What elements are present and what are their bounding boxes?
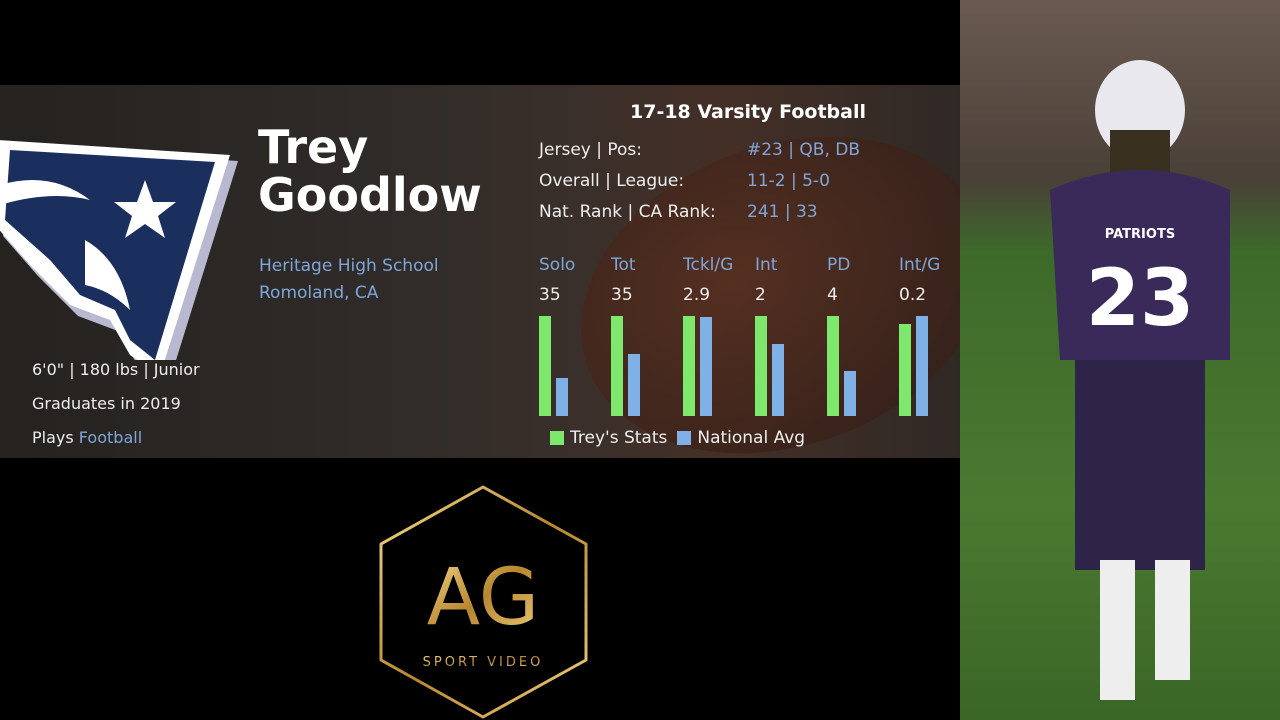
row-label: Overall | League: (539, 171, 685, 191)
category-label: Int (755, 255, 778, 275)
graduation: Graduates in 2019 (32, 394, 181, 413)
category-label: Int/G (899, 255, 941, 275)
national-avg-bar (772, 344, 784, 416)
player-stat-bar (539, 316, 551, 416)
national-avg-bar (628, 354, 640, 416)
player-card: 6'0" | 180 lbs | Junior Graduates in 201… (0, 85, 960, 458)
row-label: Nat. Rank | CA Rank: (539, 202, 716, 222)
row-value[interactable]: 241 | 33 (747, 202, 818, 222)
school-link[interactable]: Heritage High School (259, 256, 439, 276)
player-stat-bar (683, 316, 695, 416)
player-figure: PATRIOTS 23 (1050, 60, 1230, 700)
row-label: Jersey | Pos: (539, 140, 643, 160)
plays-sport: Plays Football (32, 428, 143, 447)
svg-text:SPORT VIDEO: SPORT VIDEO (423, 655, 544, 670)
player-stat-bar (755, 316, 767, 416)
player-name: Trey Goodlow (258, 120, 482, 222)
svg-text:PATRIOTS: PATRIOTS (1105, 227, 1175, 242)
value-label: 0.2 (899, 285, 927, 305)
row-value[interactable]: 11-2 | 5-0 (747, 171, 830, 191)
value-label: 2.9 (683, 285, 711, 305)
player-stat-bar (611, 316, 623, 416)
value-label: 4 (827, 285, 838, 305)
category-label: PD (827, 255, 851, 275)
category-label: Solo (539, 255, 576, 275)
player-stat-bar (899, 324, 911, 416)
patriots-logo (0, 140, 238, 360)
national-avg-bar (556, 378, 568, 416)
player-photo: PATRIOTS 23 (960, 0, 1280, 720)
svg-text:23: 23 (1086, 254, 1195, 344)
season-title: 17-18 Varsity Football (630, 101, 866, 123)
category-label: Tot (611, 255, 636, 275)
player-stat-bar (827, 316, 839, 416)
chart-legend: Trey's Stats National Avg (550, 428, 805, 448)
value-label: 35 (611, 285, 633, 305)
value-label: 35 (539, 285, 561, 305)
ag-sport-video-logo: AG SPORT VIDEO (379, 485, 588, 719)
measurements: 6'0" | 180 lbs | Junior (32, 360, 200, 379)
school-info: Heritage High School Romoland, CA (259, 253, 439, 307)
national-avg-bar (700, 317, 712, 416)
category-label: Tckl/G (683, 255, 734, 275)
national-avg-bar (916, 316, 928, 416)
legend-item: Trey's Stats (550, 428, 667, 448)
svg-text:AG: AG (427, 553, 539, 643)
location-link[interactable]: Romoland, CA (259, 283, 379, 303)
legend-item: National Avg (677, 428, 805, 448)
value-label: 2 (755, 285, 766, 305)
national-avg-bar (844, 371, 856, 416)
row-value[interactable]: #23 | QB, DB (747, 140, 861, 160)
sport-link[interactable]: Football (78, 428, 143, 447)
